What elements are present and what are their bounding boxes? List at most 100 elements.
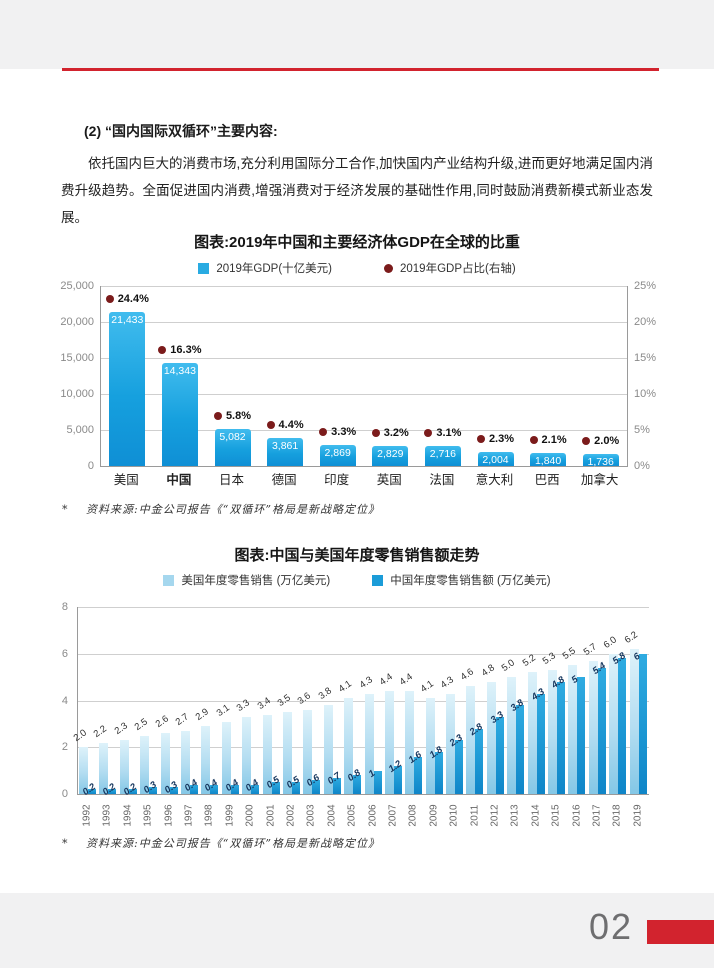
us-value-label: 5.0 <box>499 657 518 675</box>
left-axis-tick: 25,000 <box>60 280 94 292</box>
y-axis-tick: 6 <box>61 647 68 660</box>
year-label-text: 2005 <box>346 803 358 827</box>
gdp-bar: 2,829 <box>372 445 409 466</box>
cn-retail-bar <box>516 705 525 794</box>
us-retail-bar <box>486 681 496 794</box>
gdp-share-label: 2.0% <box>574 435 627 447</box>
square-legend-marker-icon <box>198 262 210 274</box>
gdp-share-label: 3.2% <box>364 427 417 439</box>
gdp-share-label: 3.3% <box>311 426 364 438</box>
year-label-text: 2002 <box>285 803 297 827</box>
legend-item: 美国年度零售销售 (万亿美元) <box>163 572 330 588</box>
bar-value-label: 2,869 <box>324 447 351 460</box>
cn-retail-bar <box>373 770 382 794</box>
share-dot-icon <box>105 294 114 303</box>
legend-label: 2019年GDP(十亿美元) <box>216 263 332 275</box>
category-label: 加拿大 <box>580 473 619 487</box>
gdp-share-label: 2.3% <box>469 433 522 445</box>
circle-legend-marker-icon <box>384 263 393 273</box>
us-retail-bar <box>180 730 190 794</box>
year-label-text: 2013 <box>509 803 521 827</box>
year-label: 1998 <box>199 798 219 832</box>
year-label-text: 1995 <box>142 803 154 827</box>
us-value-label: 2.0 <box>71 727 89 745</box>
us-retail-bar <box>629 649 639 794</box>
cn-retail-bar <box>291 782 300 794</box>
year-label-text: 2019 <box>632 803 644 827</box>
us-value-label: 3.5 <box>275 692 293 710</box>
gdp-bar: 2,869 <box>319 445 356 466</box>
bar-value-label: 5,082 <box>219 431 246 444</box>
year-label: 2003 <box>301 798 321 832</box>
us-retail-bar <box>527 672 537 794</box>
gdp-bar: 2,716 <box>424 446 461 466</box>
bar-value-label: 14,343 <box>163 364 196 377</box>
us-value-label: 2.2 <box>92 722 110 740</box>
source-note-text: 资料来源:中金公司报告《“双循环”格局是新战略定位》 <box>86 837 380 850</box>
us-value-label: 4.3 <box>438 673 456 691</box>
year-label: 2008 <box>403 798 423 832</box>
gridline <box>101 358 627 359</box>
us-retail-bar <box>364 693 374 794</box>
year-label-text: 2008 <box>407 803 419 827</box>
year-label: 2010 <box>444 798 464 832</box>
share-percent-text: 5.8% <box>225 410 252 423</box>
year-label-text: 2017 <box>591 803 603 827</box>
year-label: 1997 <box>179 798 199 832</box>
cn-retail-bar <box>536 693 545 794</box>
category-label: 意大利 <box>475 473 514 487</box>
gridline <box>101 322 627 323</box>
gdp-bar: 14,343 <box>161 362 198 466</box>
year-label: 2005 <box>342 798 362 832</box>
cn-retail-bar <box>169 787 178 794</box>
year-label-text: 2006 <box>367 803 379 827</box>
year-label: 2014 <box>526 798 546 832</box>
body-paragraph: 依托国内巨大的消费市场,充分利用国际分工合作,加快国内产业结构升级,进而更好地满… <box>61 156 653 225</box>
us-retail-bar <box>405 691 415 794</box>
gdp-share-label: 16.3% <box>154 344 207 356</box>
legend-label: 中国年度零售销售额 (万亿美元) <box>390 575 551 587</box>
legend-item: 2019年GDP(十亿美元) <box>198 260 332 276</box>
us-retail-bar <box>548 670 558 794</box>
cn-retail-bar <box>638 653 647 794</box>
year-label: 1999 <box>220 798 240 832</box>
year-label: 2004 <box>322 798 342 832</box>
share-percent-text: 3.3% <box>331 426 357 439</box>
left-axis-tick: 20,000 <box>60 316 94 328</box>
source-note-text: 资料来源:中金公司报告《“双循环”格局是新战略定位》 <box>86 503 380 516</box>
year-label-text: 1994 <box>122 803 134 827</box>
year-label: 2016 <box>566 798 586 832</box>
year-label: 2015 <box>546 798 566 832</box>
cn-retail-bar <box>271 782 280 794</box>
cn-retail-bar <box>618 658 627 794</box>
us-retail-bar <box>99 742 109 794</box>
share-dot-icon <box>424 429 433 438</box>
us-value-label: 3.6 <box>296 690 314 707</box>
us-retail-bar <box>609 653 619 794</box>
year-label: 2007 <box>383 798 403 832</box>
cn-retail-bar <box>414 756 423 794</box>
footer-margin-strip <box>0 893 714 968</box>
share-percent-text: 4.4% <box>278 419 304 432</box>
right-axis-tick: 5% <box>634 424 650 436</box>
gdp-share-label: 24.4% <box>101 293 154 305</box>
right-axis-tick: 20% <box>634 316 657 328</box>
gridline <box>101 430 627 431</box>
bar-value-label: 21,433 <box>111 313 144 326</box>
share-dot-icon <box>476 434 485 443</box>
category-label: 英国 <box>376 473 402 487</box>
year-label-text: 2011 <box>469 804 481 826</box>
cn-retail-bar <box>128 789 137 794</box>
gdp-bar: 3,861 <box>267 438 304 466</box>
gdp-bar: 21,433 <box>109 311 146 466</box>
cn-retail-bar <box>149 787 158 794</box>
year-label-text: 2014 <box>530 803 542 827</box>
us-value-label: 3.4 <box>255 694 273 712</box>
chart2-title: 图表:中国与美国年度零售销售额走势 <box>234 547 480 564</box>
bar-value-label: 1,840 <box>534 454 562 467</box>
year-label: 2001 <box>261 798 281 832</box>
gridline <box>101 286 627 287</box>
left-axis-tick: 0 <box>87 460 94 472</box>
us-value-label: 2.7 <box>173 711 191 728</box>
